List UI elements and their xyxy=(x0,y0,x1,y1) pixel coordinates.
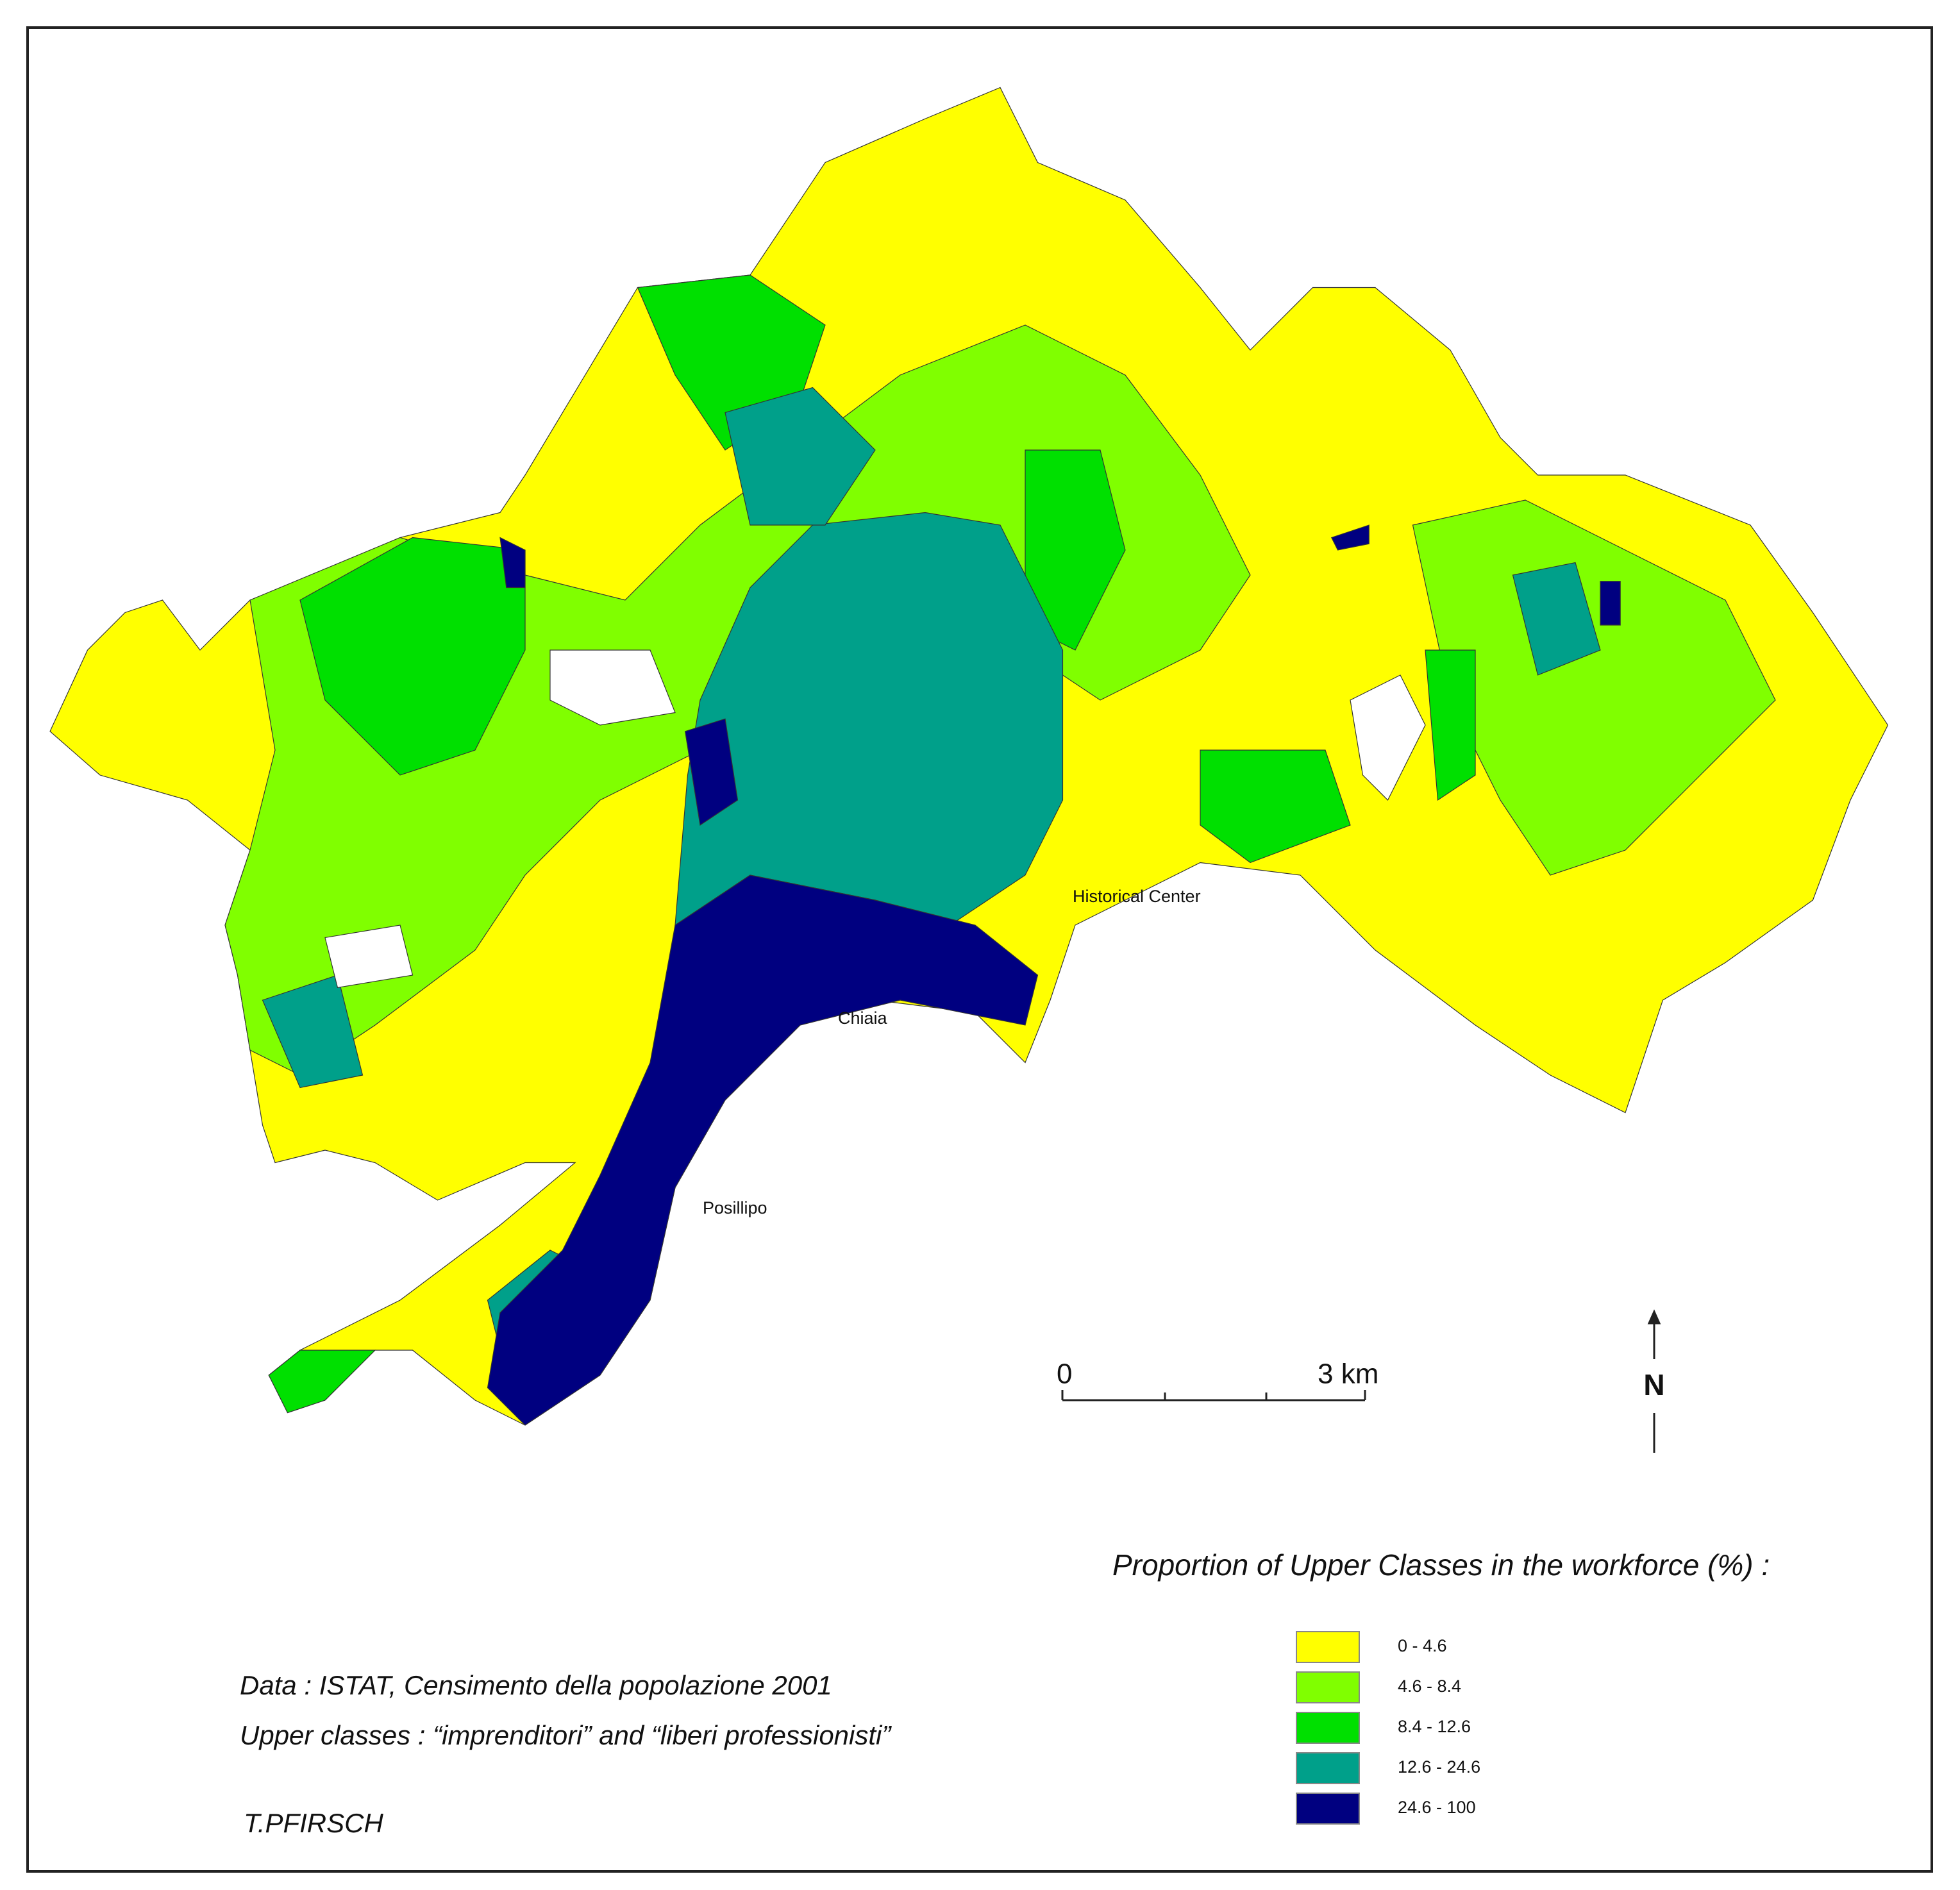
district-green xyxy=(268,1350,376,1414)
legend-label: 24.6 - 100 xyxy=(1398,1798,1476,1817)
credit: T.PFIRSCH xyxy=(244,1808,383,1838)
scale-label: 3 km xyxy=(1318,1359,1378,1390)
legend-swatch xyxy=(1296,1631,1360,1663)
arrow-head xyxy=(1647,1309,1661,1325)
legend-label: 8.4 - 12.6 xyxy=(1398,1717,1471,1736)
district-navy xyxy=(1600,581,1621,626)
legend: 0 - 4.6 4.6 - 8.4 8.4 - 12.6 12.6 - 24.6 24.… xyxy=(1296,1631,1480,1825)
source-note: Data : ISTAT, Censimento della popolazio… xyxy=(240,1670,832,1700)
empty-area xyxy=(549,649,676,726)
city-map xyxy=(49,87,1889,1426)
district-green xyxy=(1200,749,1351,864)
district-navy xyxy=(1330,524,1369,551)
district-teal xyxy=(725,387,876,526)
district-green xyxy=(299,537,526,776)
legend-title: Proportion of Upper Classes in the workf… xyxy=(1112,1548,1770,1582)
district-navy xyxy=(684,718,739,826)
source-note: Upper classes : “imprenditori” and “libe… xyxy=(240,1720,892,1750)
legend-swatch xyxy=(1296,1712,1360,1744)
legend-label: 0 - 4.6 xyxy=(1398,1636,1447,1655)
place-label: Chiaia xyxy=(838,1008,888,1028)
legend-swatch xyxy=(1296,1671,1360,1703)
district-teal xyxy=(262,974,364,1089)
empty-area xyxy=(324,924,414,989)
district-green-light xyxy=(1412,499,1776,876)
legend-swatch xyxy=(1296,1752,1360,1784)
legend-swatch xyxy=(1296,1793,1360,1825)
north-arrow xyxy=(1647,1309,1661,1453)
legend-label: 12.6 - 24.6 xyxy=(1398,1757,1480,1777)
frame xyxy=(26,26,1933,1873)
district-navy xyxy=(487,874,1039,1426)
scale-label: 0 xyxy=(1057,1359,1072,1390)
empty-area xyxy=(1350,674,1426,801)
north-label: N xyxy=(1643,1368,1664,1401)
legend-label: 4.6 - 8.4 xyxy=(1398,1677,1461,1696)
scale-bar xyxy=(1061,1390,1366,1401)
place-label: Posillipo xyxy=(703,1198,767,1217)
district-green xyxy=(1425,649,1476,801)
district-teal xyxy=(1512,562,1601,676)
district-navy xyxy=(499,537,526,589)
place-label: Historical Center xyxy=(1073,887,1201,906)
